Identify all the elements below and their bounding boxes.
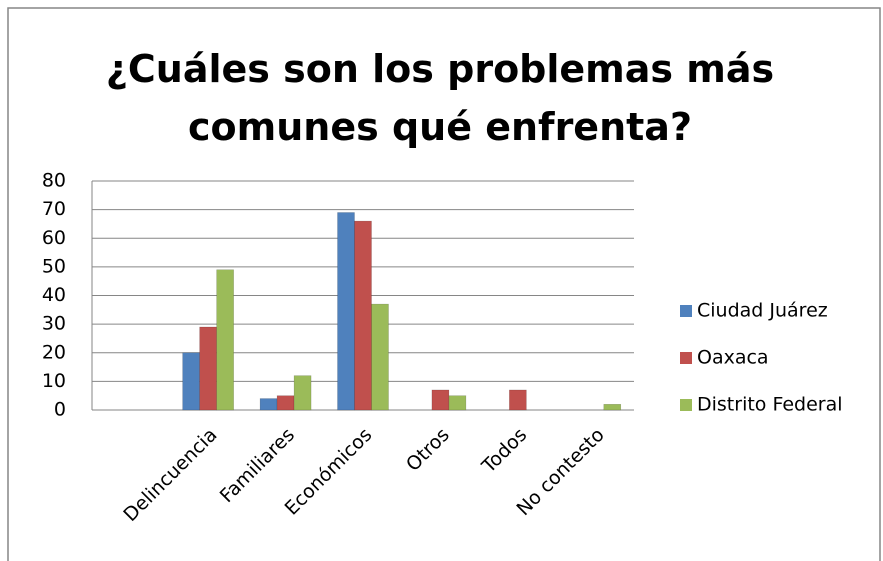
y-tick-label: 30 bbox=[42, 313, 66, 335]
bar bbox=[509, 389, 527, 411]
bar bbox=[216, 269, 234, 411]
y-tick-label: 70 bbox=[42, 198, 66, 220]
y-tick-label: 80 bbox=[42, 170, 66, 192]
bar bbox=[448, 395, 467, 411]
y-tick-label: 20 bbox=[42, 341, 66, 363]
bar bbox=[182, 352, 200, 411]
bar bbox=[276, 395, 295, 411]
y-tick-label: 0 bbox=[54, 399, 66, 421]
chart-title: ¿Cuáles son los problemas más comunes qu… bbox=[105, 47, 775, 149]
legend-swatch bbox=[680, 305, 692, 317]
y-tick-label: 10 bbox=[42, 370, 66, 392]
chart-frame bbox=[7, 7, 881, 561]
bar bbox=[431, 389, 450, 411]
legend-label: Oaxaca bbox=[697, 347, 769, 369]
legend-label: Ciudad Juárez bbox=[697, 300, 828, 322]
y-tick-label: 60 bbox=[42, 227, 66, 249]
bar bbox=[293, 375, 312, 411]
bar bbox=[603, 404, 622, 411]
bar bbox=[199, 326, 217, 411]
bar bbox=[354, 220, 372, 411]
legend-swatch bbox=[680, 399, 692, 411]
bar bbox=[371, 303, 389, 411]
legend-label: Distrito Federal bbox=[697, 394, 843, 416]
x-tick-label: Delincuencia bbox=[119, 424, 221, 526]
y-tick-label: 40 bbox=[42, 284, 66, 306]
bar bbox=[259, 398, 278, 411]
bar bbox=[337, 212, 355, 411]
x-tick-label: Otros bbox=[402, 424, 454, 476]
x-tick-label: Todos bbox=[477, 424, 531, 478]
y-tick-label: 50 bbox=[42, 255, 66, 277]
legend-swatch bbox=[680, 352, 692, 364]
x-tick-label: Familiares bbox=[216, 424, 299, 507]
